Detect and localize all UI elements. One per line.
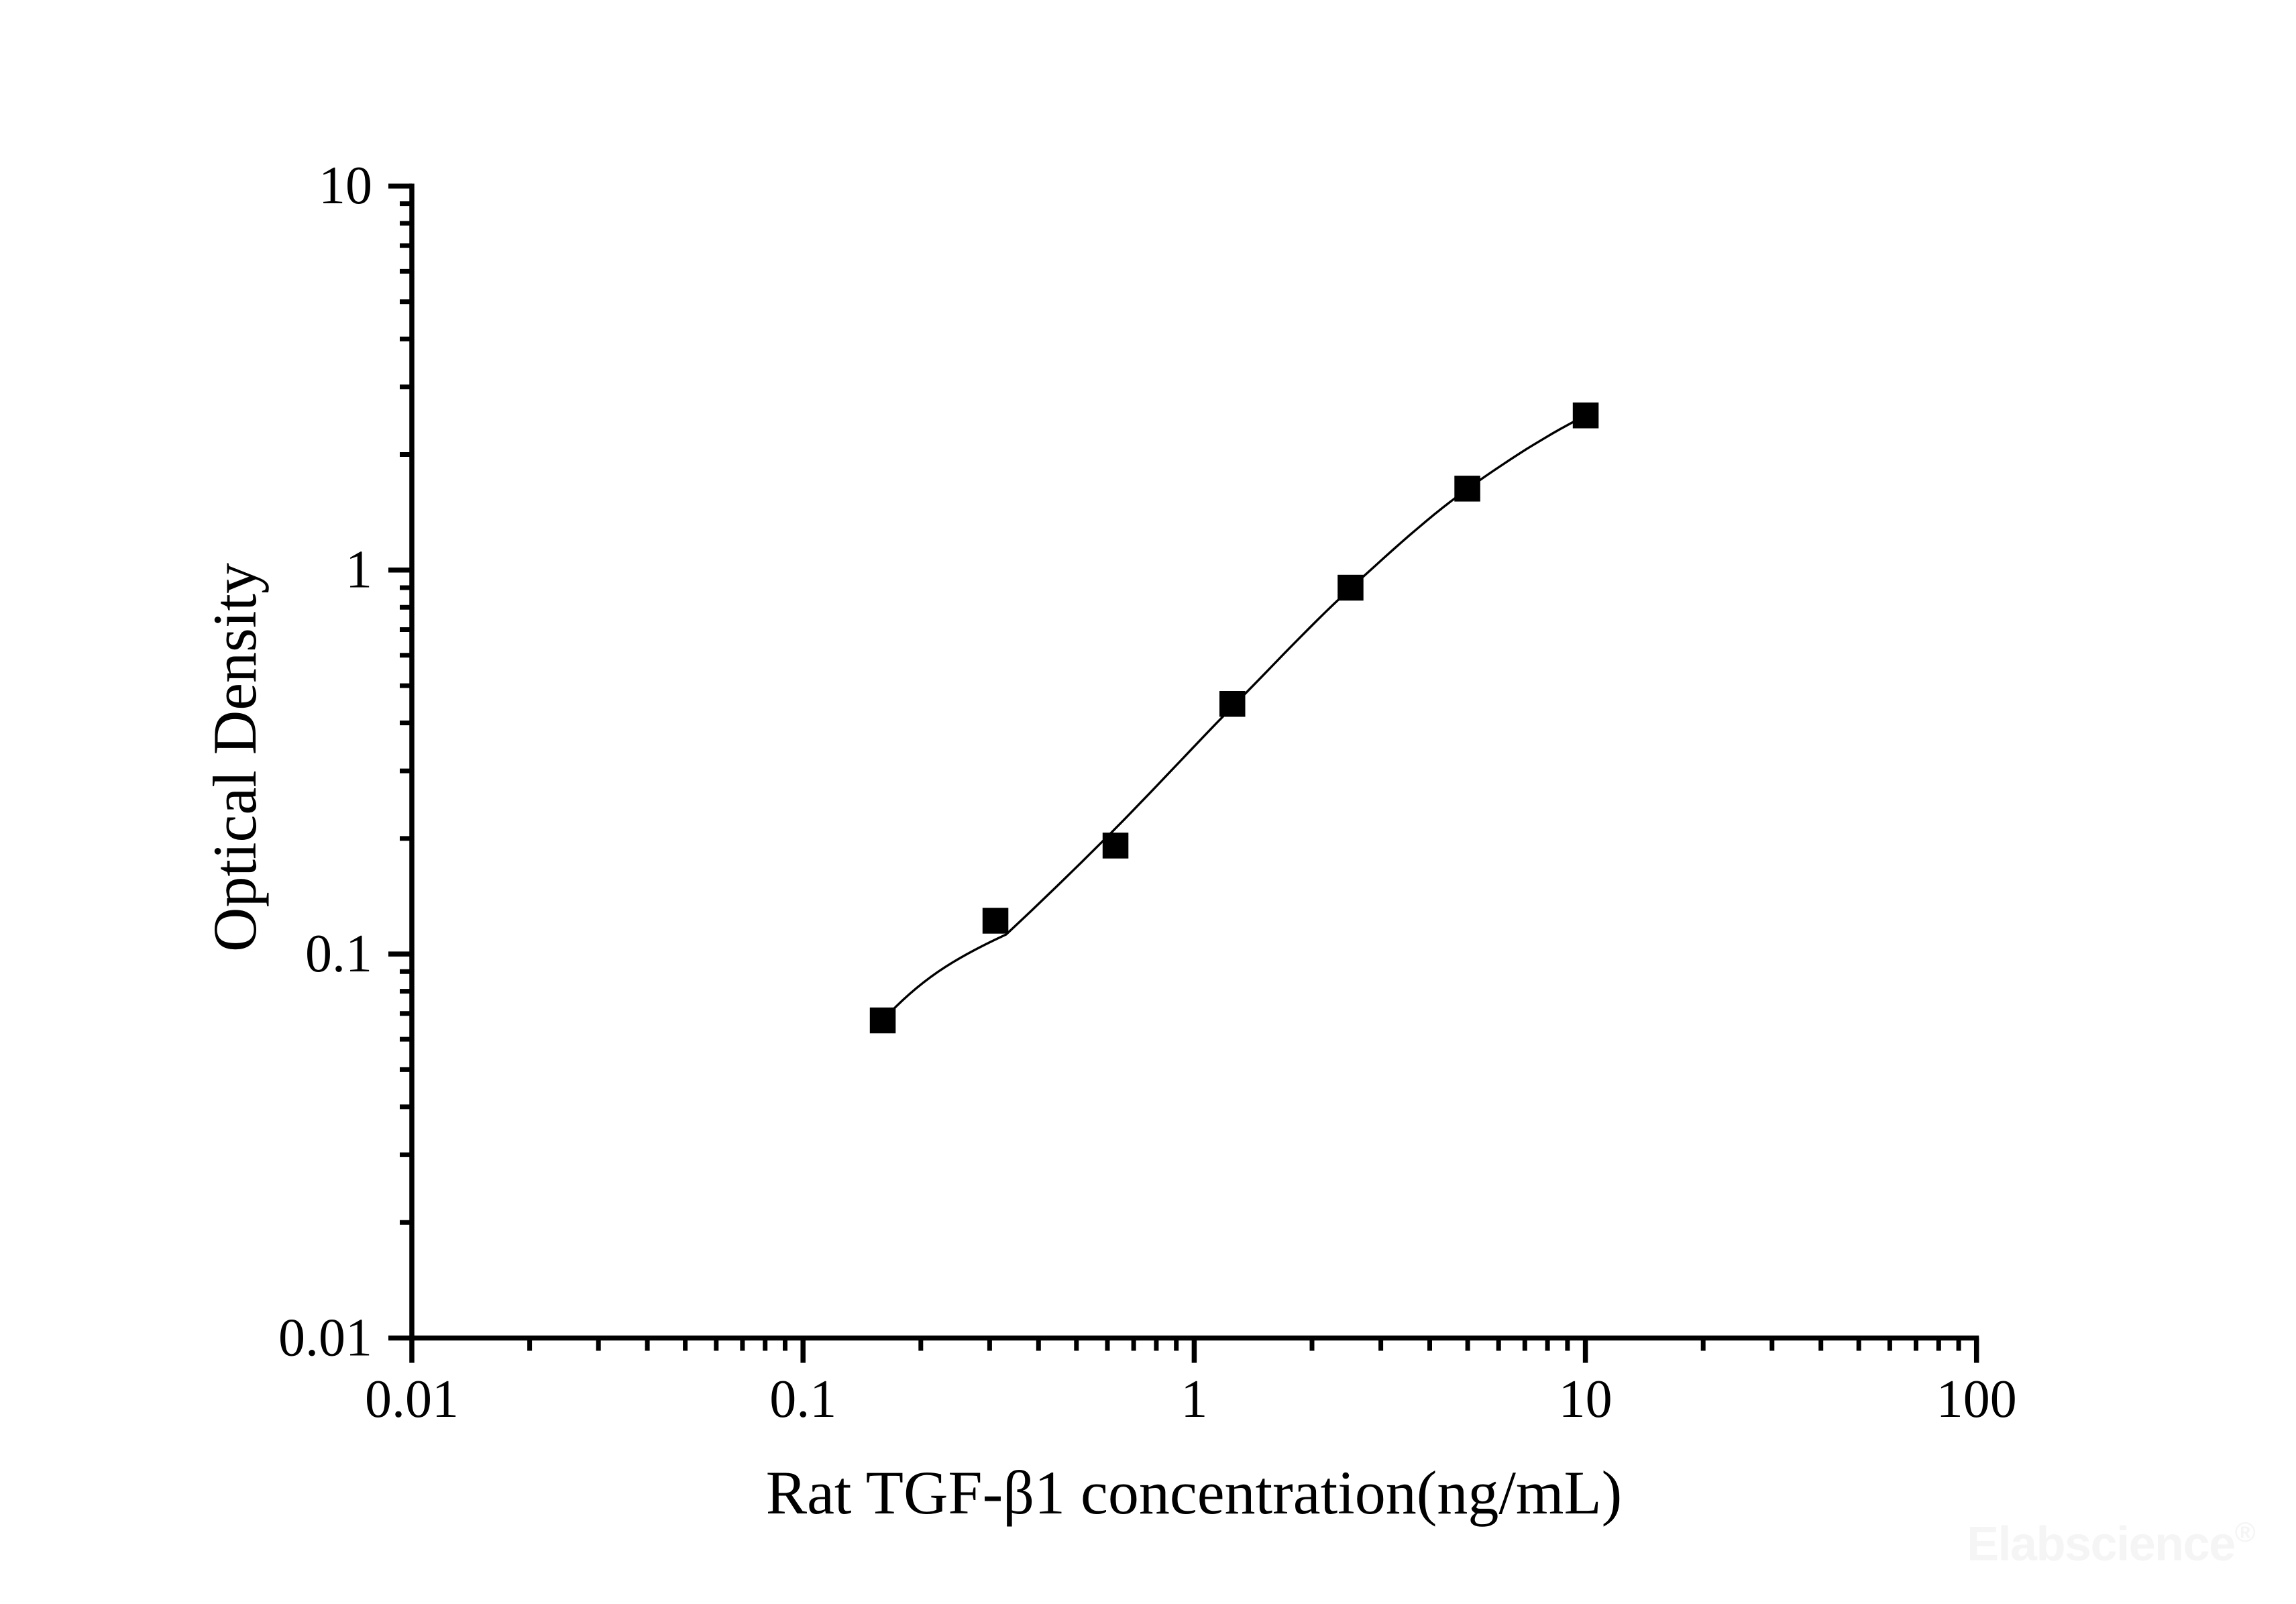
- svg-text:1: 1: [345, 541, 372, 600]
- svg-text:100: 100: [1936, 1370, 2017, 1429]
- svg-text:0.01: 0.01: [278, 1309, 372, 1368]
- svg-text:Rat TGF-β1 concentration(ng/mL: Rat TGF-β1 concentration(ng/mL): [766, 1458, 1623, 1527]
- svg-text:0.1: 0.1: [769, 1370, 836, 1429]
- svg-text:0.1: 0.1: [305, 924, 372, 983]
- svg-text:0.01: 0.01: [365, 1370, 459, 1429]
- svg-text:10: 10: [1559, 1370, 1612, 1429]
- svg-text:1: 1: [1181, 1370, 1207, 1429]
- svg-text:Optical Density: Optical Density: [201, 563, 269, 952]
- svg-text:Elabscience®: Elabscience®: [1967, 1516, 2256, 1571]
- svg-text:10: 10: [319, 156, 372, 215]
